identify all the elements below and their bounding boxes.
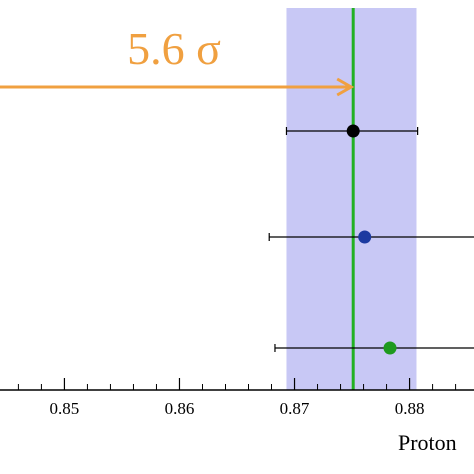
data-point-2 — [358, 230, 372, 244]
band-layer — [286, 8, 417, 390]
x-tick-label: 0.85 — [50, 399, 80, 418]
confidence-band — [286, 8, 417, 390]
x-tick-label: 0.87 — [280, 399, 310, 418]
data-points-layer — [268, 124, 474, 355]
x-axis-label: Proton — [398, 430, 457, 455]
x-tick-label: 0.88 — [395, 399, 425, 418]
annotation-layer: 5.6 σ — [0, 23, 355, 97]
x-axis: 0.85 0.86 0.87 0.88 — [0, 378, 474, 418]
annotation-label: 5.6 σ — [127, 23, 221, 74]
data-point-3 — [383, 341, 397, 355]
data-point-1 — [346, 124, 360, 138]
x-tick-label: 0.86 — [165, 399, 195, 418]
annotation-arrow-head — [336, 77, 355, 97]
